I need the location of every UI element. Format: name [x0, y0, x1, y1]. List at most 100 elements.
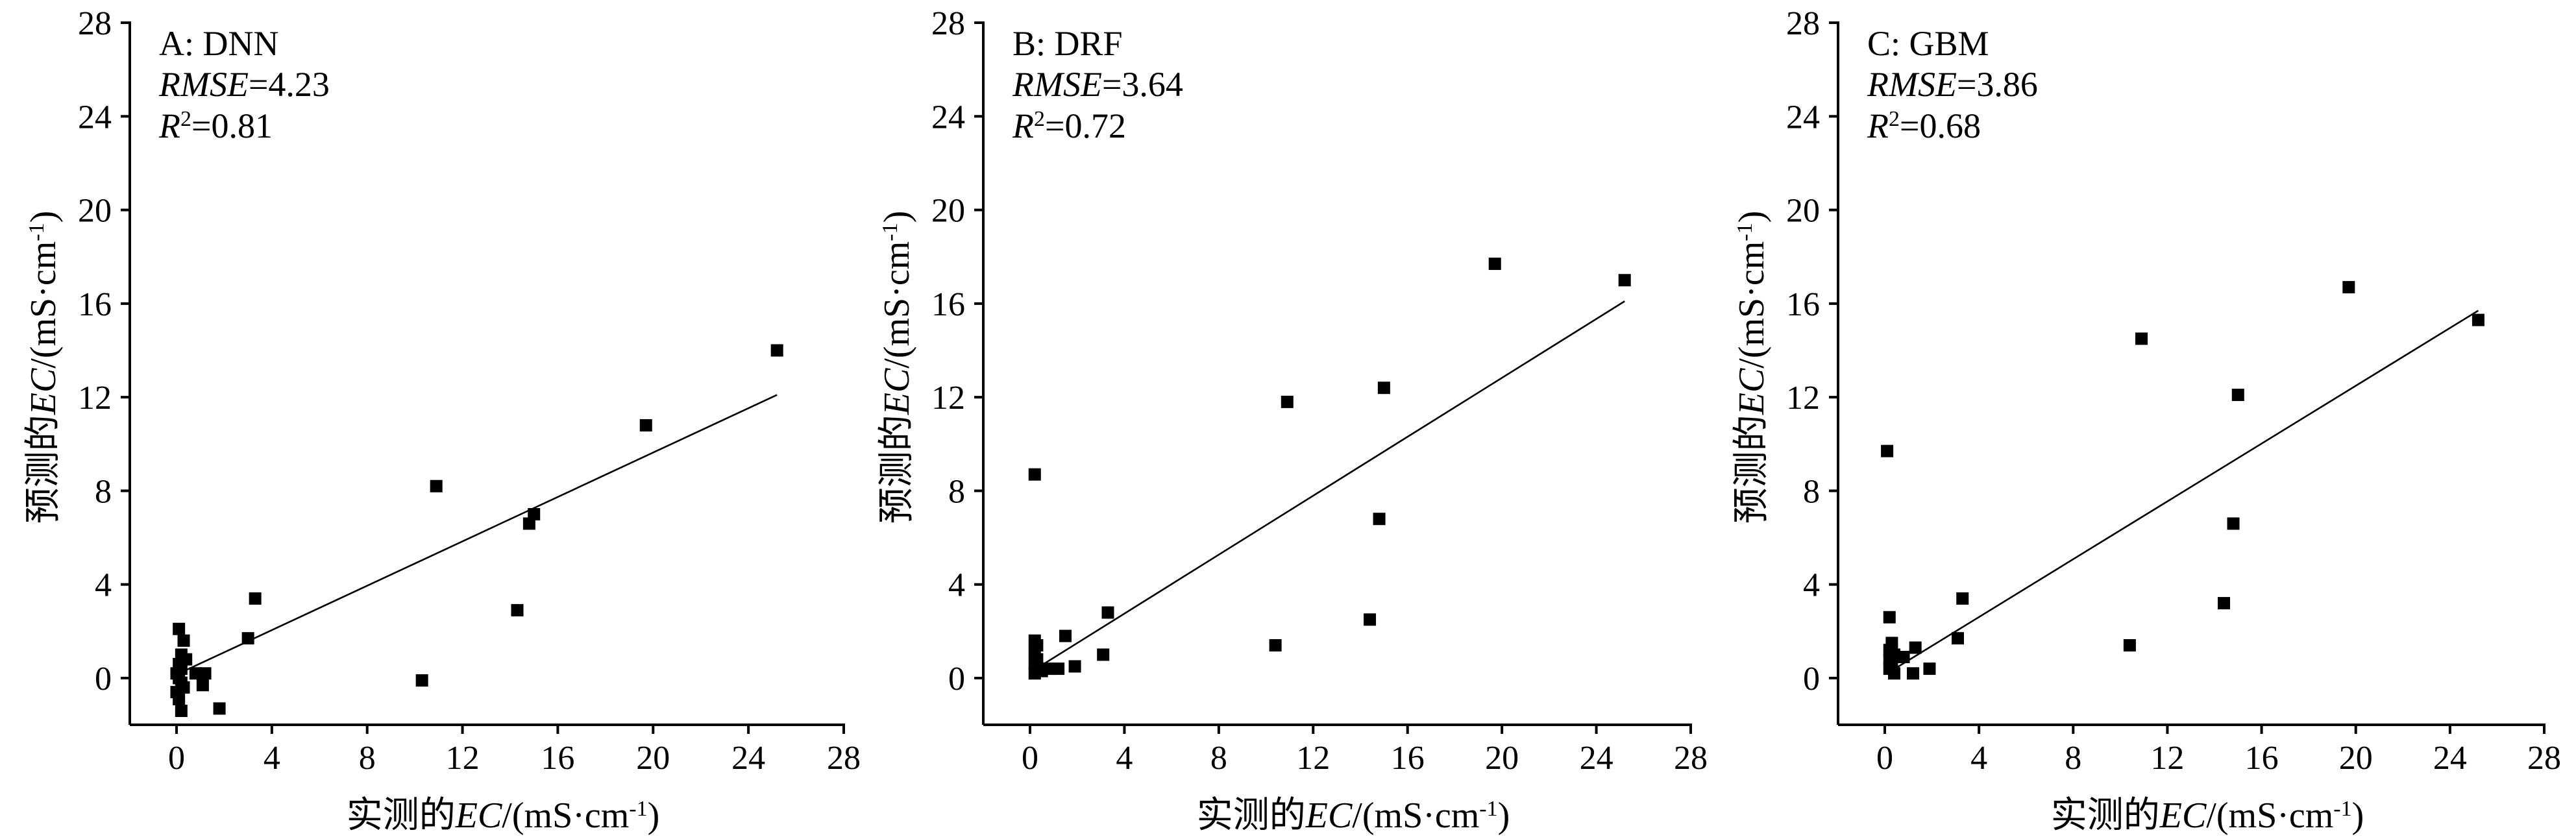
- r2-value: =0.81: [191, 106, 273, 145]
- x-axis-title-close: ): [2352, 796, 2364, 836]
- panel-title: C: GBM: [1867, 24, 1989, 63]
- y-axis-title-exponent: -1: [878, 223, 902, 241]
- x-axis-title-exponent: -1: [1479, 797, 1497, 821]
- r2-superscript: 2: [1034, 107, 1045, 131]
- y-axis-title-prefix: 预测的: [1730, 415, 1773, 524]
- y-tick-label: 28: [1786, 5, 1820, 42]
- x-tick-label: 20: [2339, 740, 2373, 777]
- data-point: [1068, 660, 1081, 673]
- y-axis-title: 预测的EC/(mS·cm-1): [876, 211, 918, 524]
- x-axis-title: 实测的EC/(mS·cm-1): [347, 794, 660, 836]
- x-tick-label: 20: [1485, 740, 1519, 777]
- panel-title: A: DNN: [159, 24, 279, 63]
- data-point: [2342, 281, 2355, 294]
- data-point: [522, 517, 535, 530]
- data-point: [196, 679, 209, 692]
- r2-superscript: 2: [1889, 107, 1900, 131]
- x-tick-label: 16: [541, 740, 574, 777]
- x-tick-label: 24: [2433, 740, 2467, 777]
- x-axis-title-close: ): [1498, 796, 1510, 836]
- y-axis-title-unit: /(mS·cm: [877, 241, 917, 369]
- rmse-value: =3.86: [1957, 65, 2038, 104]
- x-axis-title-exponent: -1: [2333, 797, 2351, 821]
- y-tick-label: 28: [931, 5, 965, 42]
- data-point: [415, 674, 428, 687]
- data-point: [189, 667, 202, 680]
- data-point: [770, 344, 783, 357]
- y-tick-label: 20: [931, 193, 965, 230]
- x-tick-label: 16: [2245, 740, 2279, 777]
- rmse-label: RMSE: [1867, 65, 1957, 104]
- data-point: [175, 705, 188, 717]
- x-axis-title-unit: /(mS·cm: [502, 796, 629, 836]
- data-point: [1101, 606, 1114, 619]
- data-point: [1923, 663, 1936, 675]
- y-tick-label: 8: [1803, 473, 1820, 510]
- data-point: [1956, 592, 1969, 605]
- y-tick-label: 16: [931, 286, 965, 323]
- y-tick-label: 4: [95, 567, 112, 604]
- y-tick-label: 12: [78, 380, 112, 417]
- y-tick-label: 12: [931, 380, 965, 417]
- data-point: [173, 622, 186, 635]
- data-point: [1373, 513, 1386, 526]
- y-tick-label: 0: [95, 661, 112, 698]
- y-tick-label: 20: [78, 193, 112, 230]
- y-axis-title-close: ): [1732, 211, 1772, 223]
- data-point: [1269, 639, 1282, 651]
- data-point: [2218, 597, 2231, 610]
- y-axis-title-prefix: 预测的: [876, 415, 918, 524]
- data-point: [1907, 667, 1920, 680]
- data-point: [1028, 468, 1041, 481]
- fit-line: [1031, 300, 1625, 672]
- data-point: [1951, 632, 1964, 645]
- x-tick-label: 16: [1391, 740, 1425, 777]
- rmse-annotation: RMSE=3.86: [1867, 65, 2038, 104]
- y-tick-label: 4: [948, 567, 965, 604]
- data-point: [2472, 313, 2484, 326]
- panel-a: 0 4 8 12 16 20 24 28 0 4 8 12 16 20 24 28 A: DNNRMSE=4.2…: [22, 5, 861, 836]
- y-tick-label: 12: [1786, 380, 1820, 417]
- r2-annotation: R2=0.81: [158, 106, 273, 145]
- data-point: [511, 603, 524, 616]
- x-axis-title-variable: EC: [2159, 796, 2207, 836]
- x-axis-title-close: ): [648, 796, 660, 836]
- data-point: [430, 480, 443, 492]
- data-point: [1097, 648, 1110, 661]
- x-axis-title-prefix: 实测的: [1197, 794, 1306, 836]
- rmse-label: RMSE: [158, 65, 249, 104]
- x-tick-label: 24: [1580, 740, 1613, 777]
- data-point: [639, 419, 652, 432]
- x-tick-label: 12: [446, 740, 480, 777]
- y-tick-label: 28: [78, 5, 112, 42]
- data-point: [1881, 444, 1894, 457]
- x-tick-label: 28: [1674, 740, 1708, 777]
- r2-label: R: [158, 106, 180, 145]
- x-tick-label: 28: [827, 740, 861, 777]
- x-tick-label: 0: [168, 740, 185, 777]
- r2-value: =0.72: [1045, 106, 1126, 145]
- data-point: [177, 634, 190, 647]
- y-tick-label: 4: [1803, 567, 1820, 604]
- data-point: [2227, 517, 2240, 530]
- y-tick-label: 16: [1786, 286, 1820, 323]
- x-tick-label: 12: [2150, 740, 2184, 777]
- y-tick-label: 20: [1786, 193, 1820, 230]
- data-point: [1052, 663, 1065, 675]
- x-tick-label: 8: [1210, 740, 1227, 777]
- y-tick-label: 16: [78, 286, 112, 323]
- fit-line: [178, 394, 778, 674]
- data-point: [199, 667, 212, 680]
- y-axis-title-exponent: -1: [1733, 223, 1757, 241]
- y-axis-title-close: ): [877, 211, 917, 223]
- y-tick-label: 24: [1786, 99, 1820, 136]
- rmse-value: =3.64: [1102, 65, 1183, 104]
- x-tick-label: 28: [2527, 740, 2561, 777]
- r2-annotation: R2=0.68: [1867, 106, 1981, 145]
- x-tick-label: 4: [264, 740, 280, 777]
- rmse-annotation: RMSE=4.23: [158, 65, 330, 104]
- data-point: [2231, 389, 2244, 402]
- data-point: [1059, 629, 1072, 642]
- y-tick-label: 0: [1803, 661, 1820, 698]
